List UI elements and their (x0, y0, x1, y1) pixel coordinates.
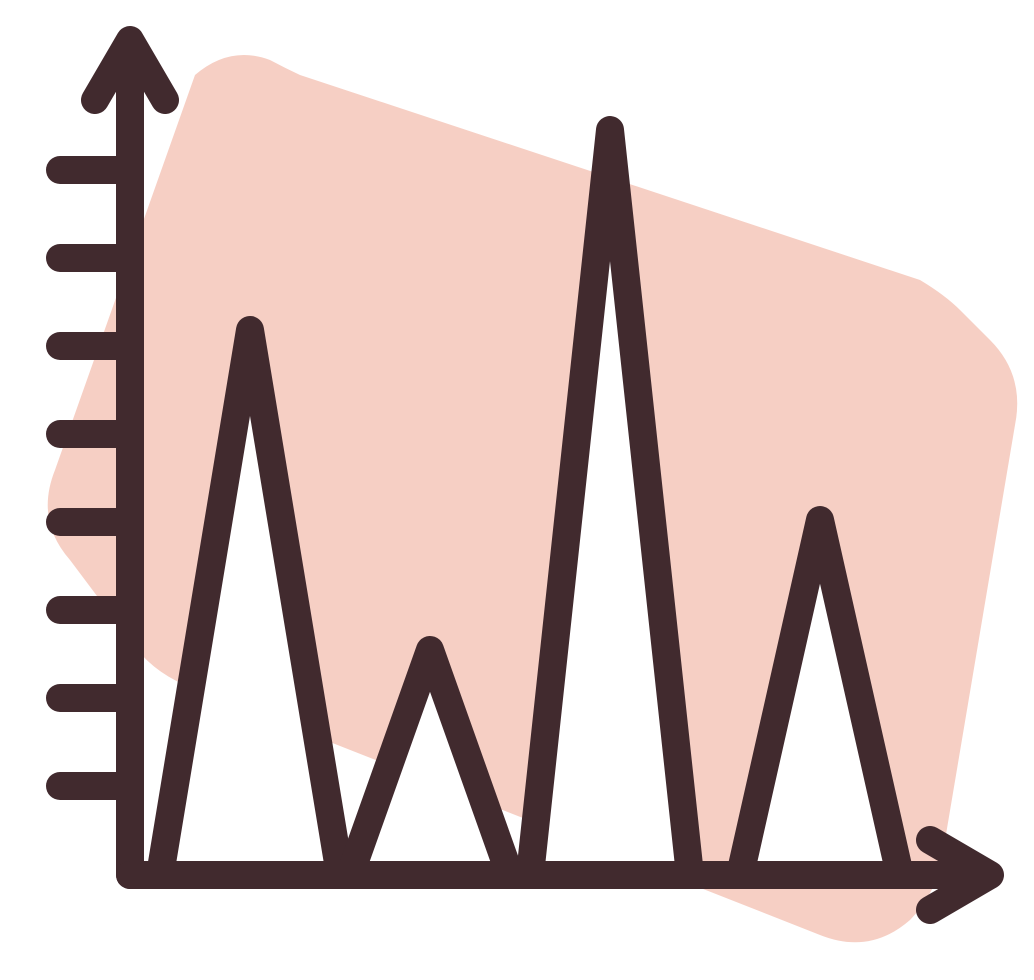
analytics-chart-icon (0, 0, 1034, 980)
